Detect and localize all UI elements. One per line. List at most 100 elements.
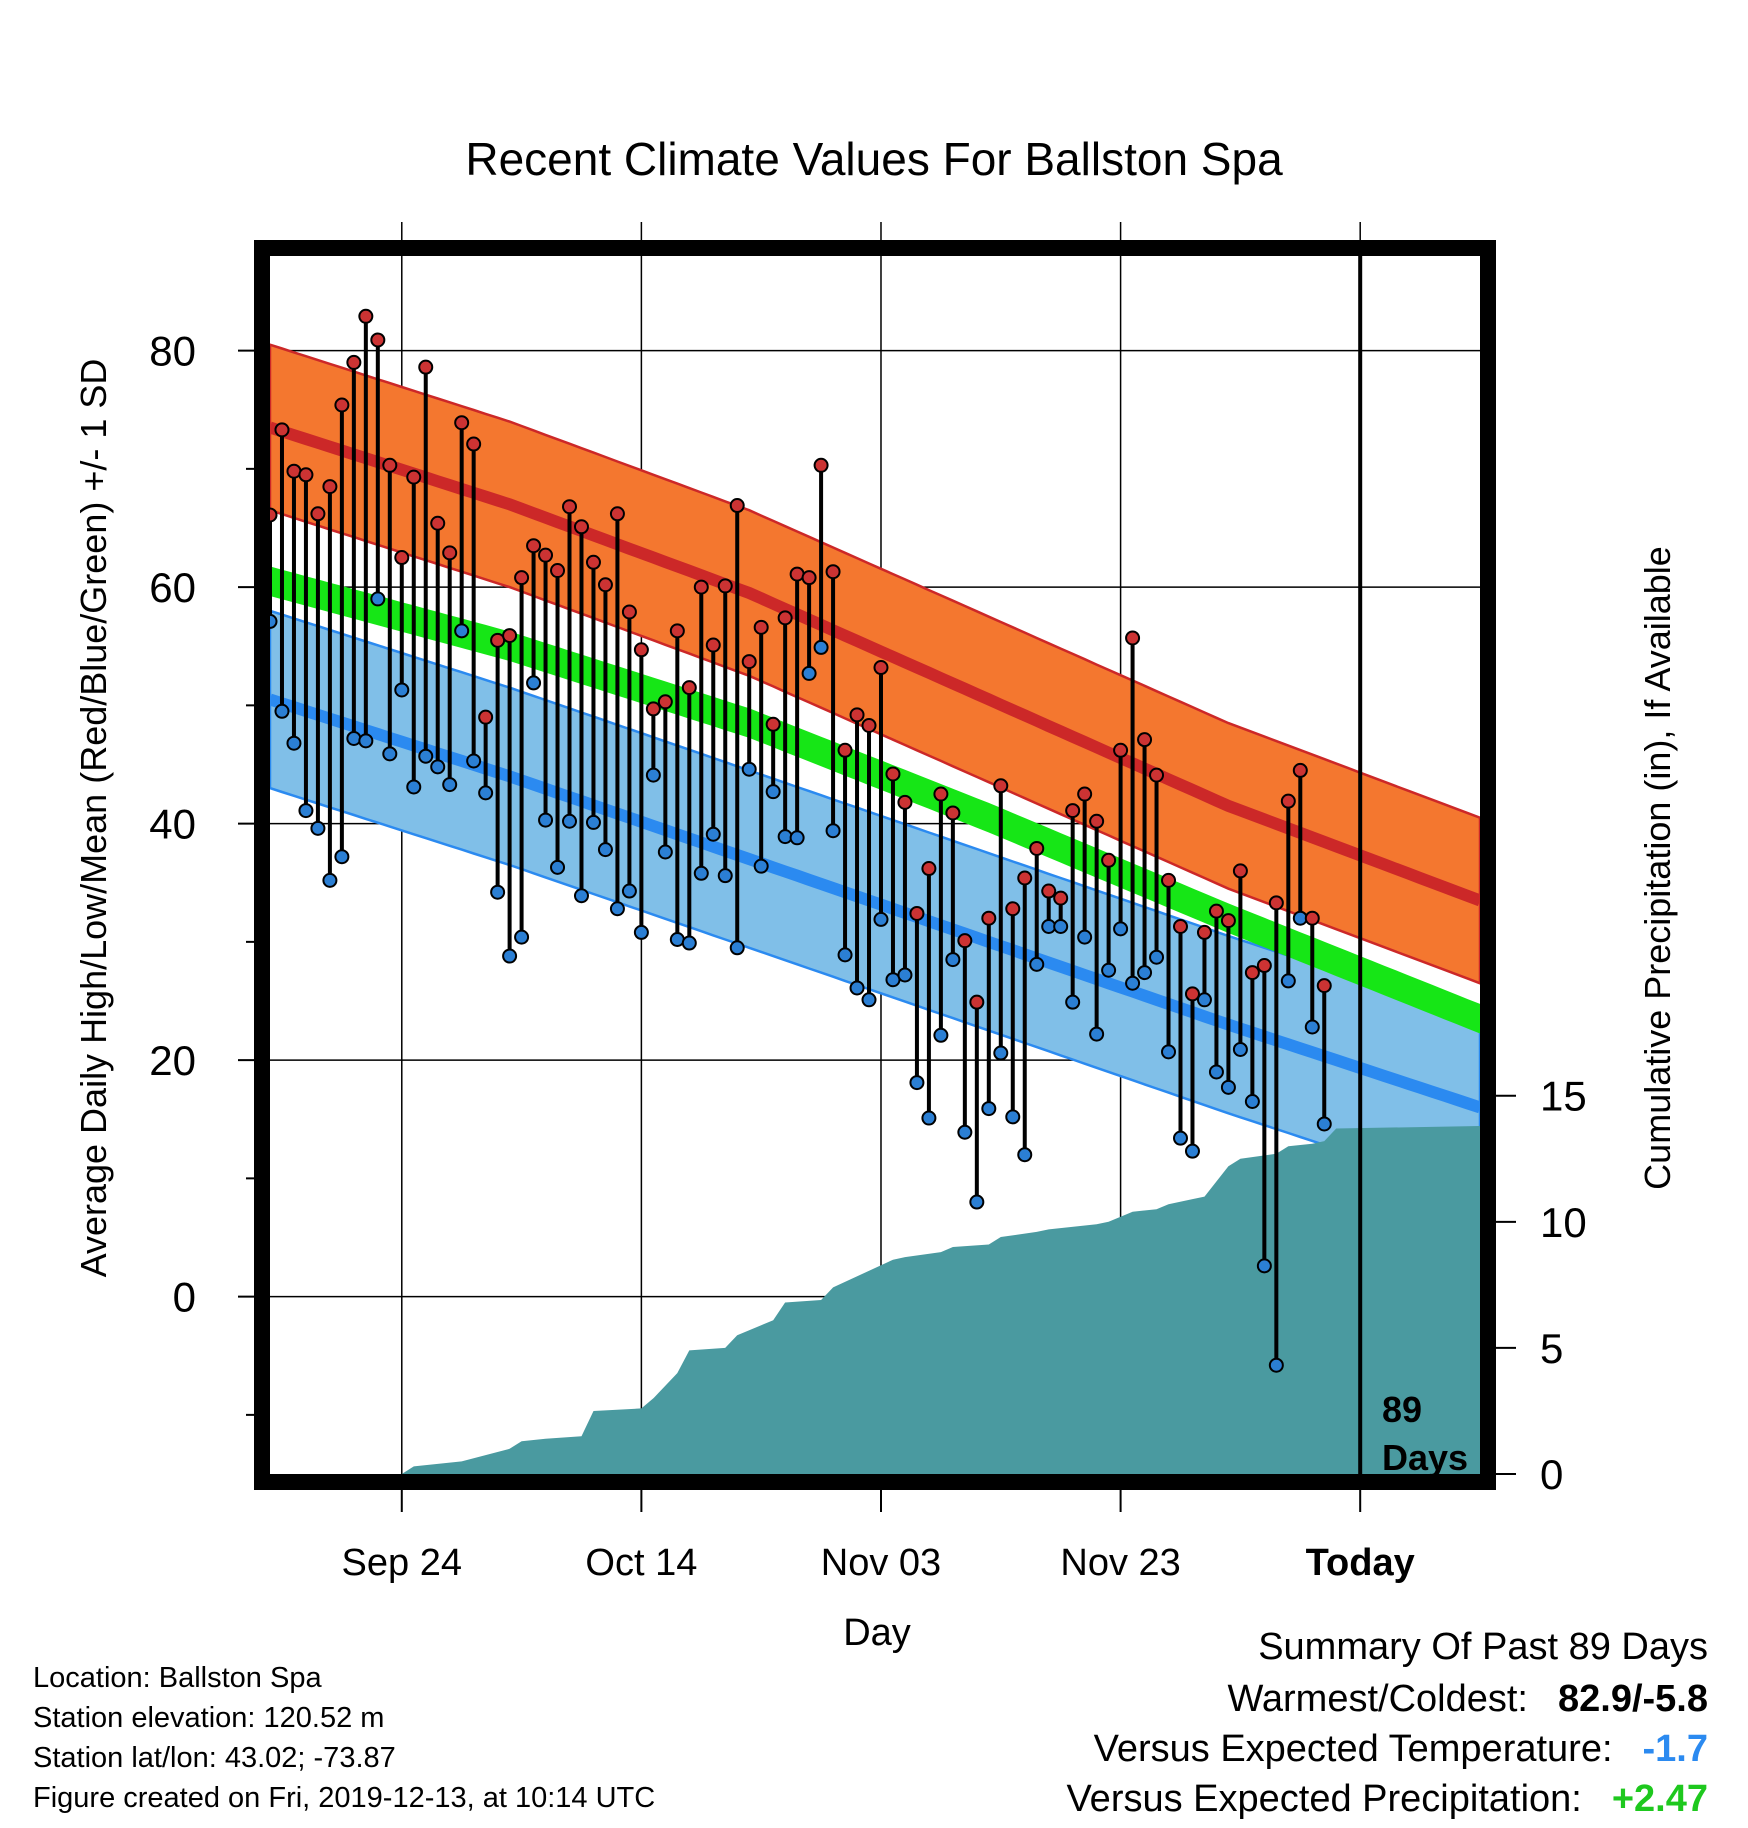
high-point-67 <box>1065 803 1081 819</box>
low-point-77 <box>1184 1143 1200 1159</box>
summary-warmest-coldest-value: 82.9/-5.8 <box>1558 1678 1708 1720</box>
low-point-59 <box>969 1194 985 1210</box>
high-point-9 <box>370 332 386 348</box>
low-point-20 <box>502 948 518 964</box>
low-point-41 <box>753 858 769 874</box>
y-tick-label-1: 20 <box>149 1037 196 1084</box>
summary-temp-value: -1.7 <box>1642 1728 1708 1770</box>
high-point-54 <box>909 905 925 921</box>
low-point-4 <box>310 820 326 836</box>
low-point-54 <box>909 1075 925 1091</box>
high-point-7 <box>346 354 362 370</box>
low-point-13 <box>418 748 434 764</box>
high-point-82 <box>1244 965 1260 981</box>
high-point-40 <box>741 654 757 670</box>
footer-created: Figure created on Fri, 2019-12-13, at 10… <box>33 1782 656 1814</box>
high-point-69 <box>1089 813 1105 829</box>
high-point-77 <box>1184 986 1200 1002</box>
high-point-78 <box>1196 924 1212 940</box>
low-point-27 <box>585 814 601 830</box>
low-point-56 <box>933 1027 949 1043</box>
low-point-25 <box>562 813 578 829</box>
high-point-86 <box>1292 762 1308 778</box>
high-point-66 <box>1053 890 1069 906</box>
low-point-14 <box>430 759 446 775</box>
high-point-3 <box>298 467 314 483</box>
high-point-83 <box>1256 958 1272 974</box>
low-point-1 <box>274 703 290 719</box>
high-point-57 <box>945 805 961 821</box>
high-point-31 <box>633 642 649 658</box>
high-point-88 <box>1316 978 1332 994</box>
high-point-16 <box>454 415 470 431</box>
footer-location: Location: Ballston Spa <box>33 1662 322 1694</box>
high-point-47 <box>825 564 841 580</box>
x-tick-label-0: Sep 24 <box>342 1542 462 1584</box>
low-point-84 <box>1268 1357 1284 1373</box>
high-point-58 <box>957 933 973 949</box>
low-point-26 <box>573 888 589 904</box>
low-point-80 <box>1220 1079 1236 1095</box>
axes: 0 20 40 60 80 Sep 24 Oct 14 Nov 03 Nov 23 Today 0 5… <box>149 328 1586 1584</box>
high-point-42 <box>765 716 781 732</box>
low-point-63 <box>1017 1147 1033 1163</box>
high-point-46 <box>813 457 829 473</box>
high-point-61 <box>993 778 1009 794</box>
high-point-30 <box>621 604 637 620</box>
y2-tick-label-0: 0 <box>1540 1451 1563 1498</box>
summary-heading: Summary Of Past 89 Days <box>1258 1626 1708 1668</box>
x-tick-label-1: Oct 14 <box>585 1542 697 1584</box>
low-point-62 <box>1005 1109 1021 1125</box>
low-point-17 <box>466 753 482 769</box>
low-point-49 <box>849 980 865 996</box>
low-point-28 <box>597 842 613 858</box>
high-point-70 <box>1101 852 1117 868</box>
low-point-7 <box>346 730 362 746</box>
low-point-23 <box>538 812 554 828</box>
high-point-39 <box>729 498 745 514</box>
low-point-33 <box>657 844 673 860</box>
low-point-58 <box>957 1124 973 1140</box>
high-point-71 <box>1113 742 1129 758</box>
low-point-6 <box>334 849 350 865</box>
low-point-75 <box>1161 1044 1177 1060</box>
low-point-53 <box>897 967 913 983</box>
low-point-24 <box>550 859 566 875</box>
low-point-15 <box>442 777 458 793</box>
high-point-4 <box>310 506 326 522</box>
low-point-35 <box>681 935 697 951</box>
low-point-9 <box>370 591 386 607</box>
high-point-24 <box>550 563 566 579</box>
low-point-57 <box>945 952 961 968</box>
high-point-33 <box>657 694 673 710</box>
low-point-46 <box>813 639 829 655</box>
high-point-87 <box>1304 910 1320 926</box>
low-point-44 <box>789 830 805 846</box>
high-point-27 <box>585 554 601 570</box>
x-axis-label: Day <box>843 1612 911 1654</box>
high-point-49 <box>849 707 865 723</box>
high-point-37 <box>705 637 721 653</box>
low-point-66 <box>1053 918 1069 934</box>
y2-tick-label-3: 15 <box>1540 1073 1587 1120</box>
low-point-69 <box>1089 1026 1105 1042</box>
low-point-51 <box>873 911 889 927</box>
low-point-2 <box>286 735 302 751</box>
y-tick-label-3: 60 <box>149 564 196 611</box>
high-point-80 <box>1220 913 1236 929</box>
high-point-29 <box>609 506 625 522</box>
y2-tick-label-1: 5 <box>1540 1325 1563 1372</box>
high-point-35 <box>681 680 697 696</box>
low-point-18 <box>478 785 494 801</box>
low-point-38 <box>717 868 733 884</box>
summary-precipitation: Versus Expected Precipitation: +2.47 <box>1066 1778 1708 1821</box>
high-point-41 <box>753 619 769 635</box>
high-point-85 <box>1280 793 1296 809</box>
low-point-10 <box>382 746 398 762</box>
low-point-72 <box>1125 975 1141 991</box>
high-point-26 <box>573 519 589 535</box>
precipitation-area <box>270 1126 1480 1474</box>
low-point-43 <box>777 829 793 845</box>
low-point-68 <box>1077 929 1093 945</box>
